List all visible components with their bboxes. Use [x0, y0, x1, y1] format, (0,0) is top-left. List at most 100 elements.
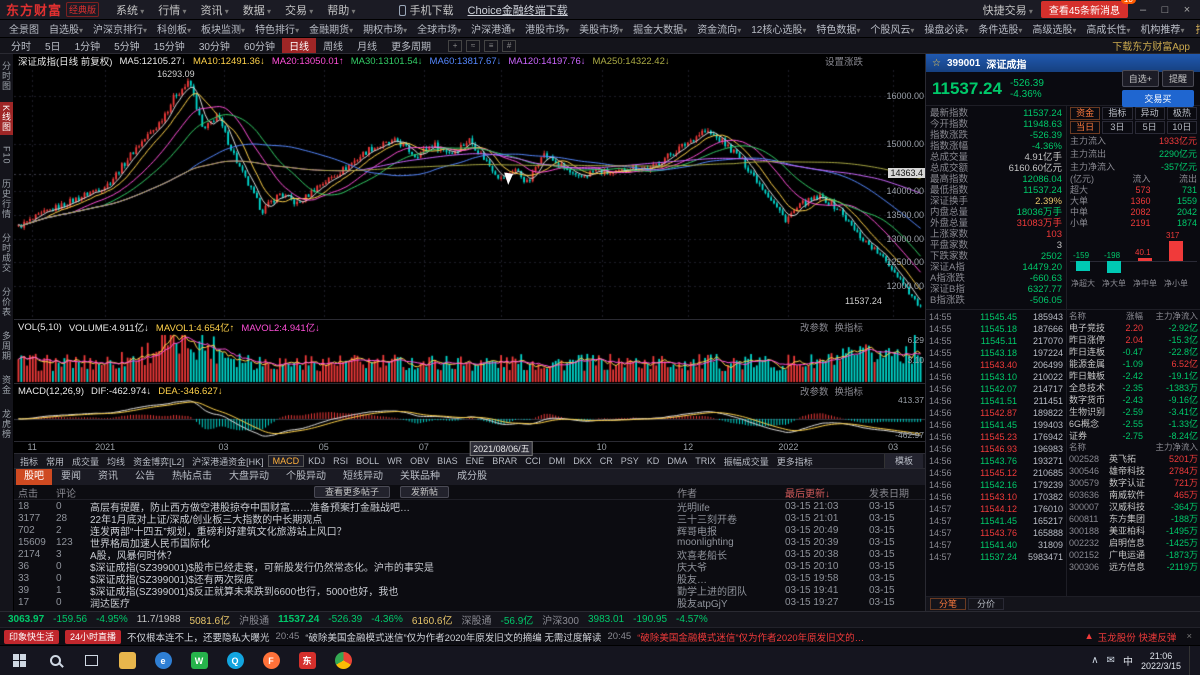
clock[interactable]: 21:06 2022/3/15 [1141, 651, 1181, 671]
forum-tab-要闻[interactable]: 要闻 [61, 471, 81, 482]
sector-row[interactable]: 数字货币 -2.43 -9.16亿 [1069, 394, 1198, 406]
side-tab-分时成交[interactable]: 分时成交 [1, 232, 11, 273]
indicator-资金博弈[L2][interactable]: 资金博弈[L2] [133, 456, 185, 467]
indicator-BRAR[interactable]: BRAR [492, 456, 518, 466]
nav-tab-机构推荐[interactable]: 机构推荐▾ [1140, 25, 1185, 36]
tool-icon-0[interactable]: + [448, 39, 463, 52]
period-周线[interactable]: 周线 [323, 42, 344, 53]
tool-icon-2[interactable]: ≡ [484, 39, 499, 52]
forum-post-row[interactable]: 33 0 $深证成指(SZ399001)$还有两次探底 股友… 03-15 19:58 0… [14, 572, 925, 586]
macd-pane[interactable]: MACD(12,26,9) DIF:-462.974↓ DEA:-346.627↓… [14, 384, 925, 442]
sector-row[interactable]: 全息技术 -2.35 -1383万 [1069, 382, 1198, 394]
stock-row[interactable]: 300546 雄帝科技 2784万 [1069, 465, 1198, 477]
nav-tab-美股市场[interactable]: 美股市场▾ [579, 25, 624, 36]
forum-post-row[interactable]: 3177 28 22年1月底对上证/深成/创业板三大指数的中长期观点 三十三刻开卷 03… [14, 512, 925, 526]
footer-tab-分笔[interactable]: 分笔 [930, 598, 967, 610]
pane-link-换指标[interactable]: 换指标 [834, 387, 863, 398]
kline-pane[interactable]: 深证成指(日线 前复权) MA5:12105.27↓ MA10:12491.36↓… [14, 54, 925, 320]
menu-帮助[interactable]: 帮助 ▾ [327, 4, 356, 17]
period-1分钟[interactable]: 1分钟 [74, 42, 101, 53]
sector-row[interactable]: 证券 -2.75 -8.24亿 [1069, 430, 1198, 442]
qq-icon[interactable]: Q [218, 646, 252, 675]
download-app-link[interactable]: 下载东方财富App [1112, 42, 1190, 53]
indicator-DMI[interactable]: DMI [548, 456, 566, 466]
stock-row[interactable]: 600811 东方集团 -188万 [1069, 513, 1198, 525]
period-日线[interactable]: 日线 [282, 38, 317, 53]
forum-post-row[interactable]: 39 1 $深证成指(SZ399001)$反正就算未来跌到6600也行，5000也好… [14, 584, 925, 598]
add-watchlist-button[interactable]: 自选+ [1121, 70, 1159, 87]
stock-row[interactable]: 300007 汉威科技 -364万 [1069, 501, 1198, 513]
side-tab-历史行情[interactable]: 历史行情 [1, 178, 11, 219]
maximize-button[interactable]: □ [1161, 3, 1169, 16]
forum-post-row[interactable]: 18 0 高层有提醒，防止西方做空港股掠夺中国财富……准备预案打金融战吧… 光明lif… [14, 500, 925, 514]
sector-row[interactable]: 能源金属 -1.09 6.52亿 [1069, 358, 1198, 370]
indicator-常用[interactable]: 常用 [46, 456, 65, 467]
indicator-BIAS[interactable]: BIAS [437, 456, 458, 466]
nav-tab-全景图[interactable]: 全景图 [9, 25, 39, 36]
wechat-icon[interactable]: W [182, 646, 216, 675]
indicator-DMA[interactable]: DMA [667, 456, 688, 466]
nav-tab-沪深港通[interactable]: 沪深港通▾ [471, 25, 516, 36]
file-explorer-icon[interactable] [110, 646, 144, 675]
nav-tab-全球市场[interactable]: 全球市场▾ [417, 25, 462, 36]
sector-row[interactable]: 6G概念 -2.55 -1.33亿 [1069, 418, 1198, 430]
news-item[interactable]: 不仅根本连不上，还要隐私大曝光 [127, 632, 270, 644]
column-updated[interactable]: 最后更新↓ [785, 488, 830, 500]
stock-row[interactable]: 002528 英飞拓 5201万 [1069, 453, 1198, 465]
indicator-均线[interactable]: 均线 [107, 456, 126, 467]
menu-数据[interactable]: 数据 ▾ [242, 4, 272, 17]
funds-period-3日[interactable]: 3日 [1102, 121, 1133, 134]
stock-row[interactable]: 300579 数字认证 721万 [1069, 477, 1198, 489]
tool-icon-3[interactable]: # [502, 39, 517, 52]
forum-post-row[interactable]: 702 2 连发两部“十四五”规划，重磅利好建筑文化旅游站上风口？ 辉哥电报 03-15… [14, 524, 925, 538]
funds-tab-指标[interactable]: 指标 [1102, 107, 1133, 120]
pane-link-改参数[interactable]: 改参数 [799, 323, 829, 334]
menu-行情[interactable]: 行情 ▾ [158, 4, 187, 17]
footer-tab-分价[interactable]: 分价 [968, 598, 1005, 610]
stock-row[interactable]: 300306 远方信息 -2119万 [1069, 561, 1198, 573]
funds-period-10日[interactable]: 10日 [1166, 121, 1197, 134]
nav-tab-12核心选股[interactable]: 12核心选股▾ [751, 25, 807, 36]
funds-period-5日[interactable]: 5日 [1134, 121, 1165, 134]
sector-row[interactable]: 电子竞技 2.20 -2.92亿 [1069, 322, 1198, 334]
period-30分钟[interactable]: 30分钟 [198, 42, 230, 53]
side-tab-龙虎榜[interactable]: 龙虎榜 [1, 408, 11, 439]
indicator-RSI[interactable]: RSI [333, 456, 349, 466]
eastmoney-icon[interactable]: 东 [290, 646, 324, 675]
tool-icon-1[interactable]: ≈ [466, 39, 481, 52]
indicator-TRIX[interactable]: TRIX [695, 456, 716, 466]
nav-tab-特色数据[interactable]: 特色数据▾ [816, 25, 861, 36]
edge-icon[interactable]: e [146, 646, 180, 675]
forum-tab-个股异动[interactable]: 个股异动 [286, 471, 326, 482]
nav-tab-科创板[interactable]: 科创板▾ [157, 25, 192, 36]
period-60分钟[interactable]: 60分钟 [243, 42, 276, 53]
phone-download-link[interactable]: 手机下载 [398, 2, 454, 18]
period-分时[interactable]: 分时 [11, 42, 31, 53]
show-desktop-button[interactable] [1189, 645, 1194, 675]
indicator-MACD[interactable]: MACD [267, 455, 305, 467]
close-button[interactable]: × [1183, 3, 1191, 16]
stock-alert[interactable]: ▲ 玉龙股份 快速反弹 [1084, 630, 1176, 644]
indicator-CR[interactable]: CR [599, 456, 613, 466]
more-posts-button[interactable]: 查看更多帖子 [313, 486, 390, 498]
star-icon[interactable]: ☆ [932, 57, 941, 69]
indicator-指标[interactable]: 指标 [20, 456, 39, 467]
nav-tab-金融期货[interactable]: 金融期货▾ [309, 25, 354, 36]
stock-row[interactable]: 002232 启明信息 -1425万 [1069, 537, 1198, 549]
stock-row[interactable]: 300188 美亚柏科 -1495万 [1069, 525, 1198, 537]
open-nav-button[interactable]: 打开导航 [1189, 21, 1200, 36]
forum-post-row[interactable]: 2174 3 A股，风暴何时休？ 欢喜老船长 03-15 20:38 03-15 [14, 548, 925, 562]
indicator-沪深港通资金[HK][interactable]: 沪深港通资金[HK] [192, 456, 264, 467]
minimize-button[interactable]: – [1139, 3, 1147, 16]
nav-tab-自选股[interactable]: 自选股▾ [49, 25, 84, 36]
nav-tab-掘金大数据[interactable]: 掘金大数据▾ [633, 25, 688, 36]
period-5分钟[interactable]: 5分钟 [114, 42, 140, 53]
nav-tab-板块监测[interactable]: 板块监测▾ [201, 25, 246, 36]
indicator-WR[interactable]: WR [387, 456, 403, 466]
new-post-button[interactable]: 发新帖 [400, 486, 450, 498]
indicator-KDJ[interactable]: KDJ [308, 456, 326, 466]
quick-trade-dropdown[interactable]: 快捷交易 ▾ [982, 4, 1033, 17]
forum-tab-短线异动[interactable]: 短线异动 [343, 471, 383, 482]
forum-tab-大盘异动[interactable]: 大盘异动 [229, 471, 269, 482]
nav-tab-港股市场[interactable]: 港股市场▾ [525, 25, 570, 36]
